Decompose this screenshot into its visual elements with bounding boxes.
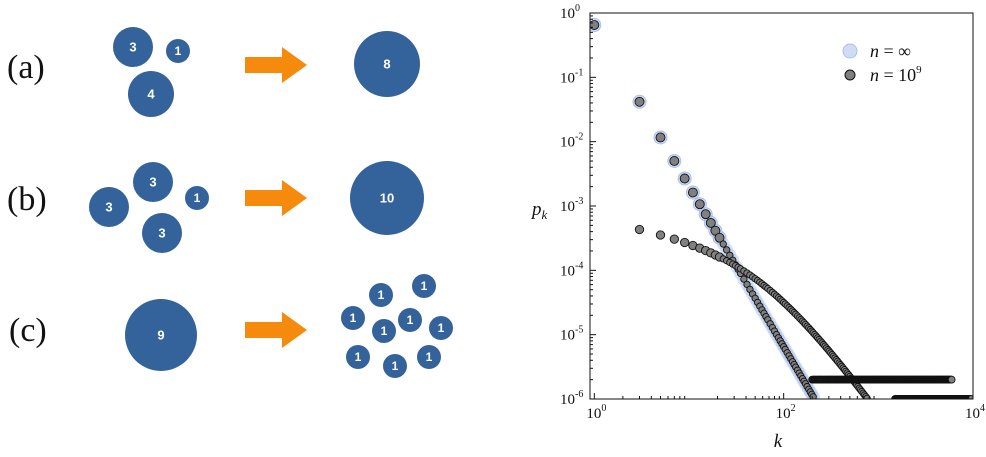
diagram-panels: (a) 3 1 4 8 (b) 3 bbox=[7, 27, 453, 378]
legend-marker-fin bbox=[844, 69, 856, 81]
panel-a-output-circle: 8 bbox=[354, 31, 420, 97]
svg-text:3: 3 bbox=[129, 40, 136, 55]
data-point-fin bbox=[694, 199, 705, 210]
x-axis-label: k bbox=[774, 431, 783, 452]
panel-c-output-circle: 1 bbox=[346, 345, 370, 369]
panel-c-input-circle: 9 bbox=[125, 299, 197, 371]
data-point-fin bbox=[714, 232, 725, 243]
svg-text:8: 8 bbox=[383, 57, 390, 72]
panel-c-output-circle: 1 bbox=[341, 306, 365, 330]
panel-b-input-circle: 1 bbox=[185, 186, 209, 210]
y-tick-label: 10-3 bbox=[560, 196, 583, 215]
arrow-right-icon bbox=[245, 47, 307, 83]
panel-b-input-circle: 3 bbox=[89, 187, 129, 227]
data-point-fin bbox=[679, 173, 690, 184]
data-point-fin bbox=[590, 20, 600, 30]
svg-text:1: 1 bbox=[421, 279, 428, 293]
data-point-fin bbox=[705, 217, 716, 228]
panel-c-output-circle: 1 bbox=[383, 354, 407, 378]
data-point-fin bbox=[809, 393, 817, 399]
svg-text:9: 9 bbox=[157, 328, 164, 343]
svg-text:1: 1 bbox=[378, 288, 385, 302]
svg-text:1: 1 bbox=[438, 321, 445, 335]
panel-c-output-circle: 1 bbox=[429, 316, 453, 340]
legend-label-fin: n = 109 bbox=[870, 64, 922, 85]
panel-c-output-circle: 1 bbox=[412, 274, 436, 298]
y-tick-label: 10-4 bbox=[560, 260, 583, 279]
data-point-fin bbox=[719, 240, 727, 248]
data-point-fin bbox=[634, 96, 645, 107]
data-point-fin bbox=[680, 237, 690, 248]
panel-b-output-circle: 10 bbox=[350, 161, 424, 235]
panel-a-label: (a) bbox=[7, 49, 45, 86]
panel-c-output-circle: 1 bbox=[398, 308, 422, 332]
legend-entry-fin: n = 109 bbox=[844, 64, 922, 85]
svg-text:1: 1 bbox=[392, 359, 399, 373]
legend-label-inf: n = ∞ bbox=[870, 41, 911, 61]
data-point-fin bbox=[634, 224, 645, 235]
svg-text:1: 1 bbox=[175, 44, 182, 58]
y-tick-label: 10-6 bbox=[560, 389, 583, 408]
panel-c-output-circle: 1 bbox=[417, 345, 441, 369]
data-point-fin bbox=[947, 375, 956, 384]
panel-a-input-circle: 4 bbox=[128, 71, 174, 117]
axis-ticks: 100 102 104 100 10-1 10-2 10-3 10-4 10-5 10-6 bbox=[560, 3, 985, 422]
svg-text:1: 1 bbox=[381, 324, 388, 338]
svg-text:10: 10 bbox=[380, 191, 394, 206]
data-point-fin bbox=[655, 132, 666, 143]
data-point-fin bbox=[723, 246, 731, 254]
series-fin bbox=[590, 20, 973, 399]
y-tick-label: 10-2 bbox=[560, 132, 583, 151]
panel-c-label: (c) bbox=[9, 312, 47, 349]
panel-a-input-circle: 3 bbox=[113, 27, 153, 67]
x-tick-label: 102 bbox=[776, 403, 796, 422]
svg-text:1: 1 bbox=[355, 350, 362, 364]
svg-text:4: 4 bbox=[147, 87, 155, 102]
svg-text:3: 3 bbox=[149, 175, 156, 190]
svg-text:3: 3 bbox=[158, 226, 165, 241]
svg-text:1: 1 bbox=[194, 191, 201, 205]
panel-c-output-circle: 1 bbox=[372, 319, 396, 343]
y-tick-label: 10-5 bbox=[560, 325, 583, 344]
legend-marker-inf bbox=[842, 43, 858, 59]
data-point-fin bbox=[740, 275, 748, 283]
panel-a-input-circle: 1 bbox=[166, 39, 190, 63]
arrow-right-icon bbox=[245, 312, 307, 348]
legend-entry-inf: n = ∞ bbox=[842, 41, 911, 61]
panel-b: (b) 3 3 1 3 10 bbox=[7, 161, 424, 253]
arrow-right-icon bbox=[245, 180, 307, 216]
panel-b-input-circle: 3 bbox=[133, 162, 173, 202]
panel-b-input-circle: 3 bbox=[142, 213, 182, 253]
chart: 100 102 104 100 10-1 10-2 10-3 10-4 10-5 10-6 k p… bbox=[530, 3, 985, 452]
data-point-fin bbox=[655, 230, 666, 240]
panel-b-label: (b) bbox=[7, 181, 47, 218]
panel-c: (c) 9 1 1 1 1 bbox=[9, 274, 453, 378]
legend: n = ∞ n = 109 bbox=[842, 41, 922, 85]
panel-c-output-circle: 1 bbox=[369, 283, 393, 307]
x-tick-label: 100 bbox=[586, 403, 606, 422]
svg-text:1: 1 bbox=[407, 313, 414, 327]
data-point-fin bbox=[687, 187, 698, 198]
panel-a: (a) 3 1 4 8 bbox=[7, 27, 420, 117]
y-axis-label: pk bbox=[530, 199, 548, 222]
data-point-fin bbox=[669, 234, 679, 244]
svg-text:3: 3 bbox=[105, 200, 112, 215]
svg-text:1: 1 bbox=[426, 350, 433, 364]
data-point-fin bbox=[669, 156, 680, 166]
x-tick-label: 104 bbox=[965, 403, 985, 422]
data-point-fin bbox=[700, 209, 711, 220]
svg-text:1: 1 bbox=[350, 311, 357, 325]
y-tick-label: 100 bbox=[560, 3, 580, 22]
y-tick-label: 10-1 bbox=[560, 67, 583, 86]
